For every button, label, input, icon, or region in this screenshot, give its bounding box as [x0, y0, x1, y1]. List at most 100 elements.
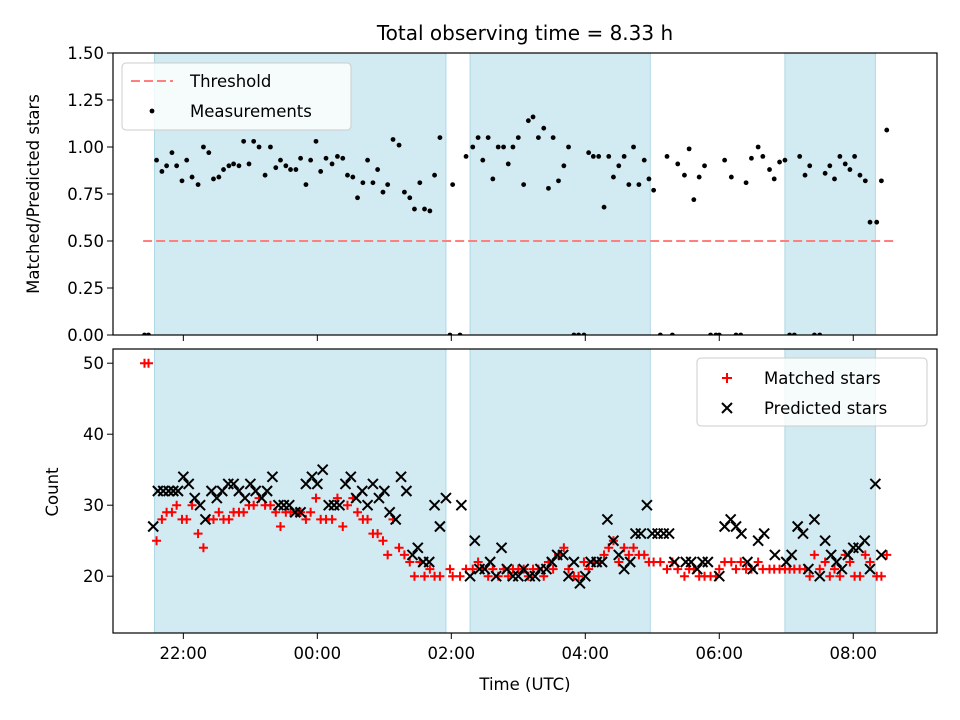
measurement-point — [631, 144, 636, 150]
predicted-point — [205, 485, 218, 497]
matched-point — [714, 564, 724, 574]
measurement-point — [174, 163, 180, 169]
y-tick-label: 1.00 — [67, 138, 104, 157]
xlabel: Time (UTC) — [478, 675, 570, 694]
measurement-point — [231, 161, 236, 167]
plot-area — [142, 114, 894, 335]
matched-point — [445, 564, 455, 574]
measurement-point — [201, 144, 206, 150]
matched-point — [239, 507, 249, 517]
predicted-point — [147, 520, 159, 533]
predicted-point — [361, 499, 374, 511]
matched-point — [679, 571, 689, 581]
predicted-point — [758, 527, 770, 540]
predicted-point — [546, 556, 558, 568]
matched-point — [574, 571, 584, 581]
matched-point — [327, 514, 337, 524]
measurement-point — [561, 163, 567, 169]
measurement-point — [691, 197, 697, 203]
matched-point — [855, 571, 865, 581]
predicted-point — [574, 577, 586, 590]
measurement-point — [385, 182, 391, 188]
matched-point — [182, 514, 192, 524]
predicted-point — [680, 556, 692, 568]
predicted-point — [512, 570, 525, 582]
predicted-point — [406, 549, 419, 561]
matched-point — [187, 500, 197, 510]
matched-point — [399, 550, 409, 560]
matched-point — [815, 564, 825, 574]
measurement-point — [797, 154, 803, 159]
matched-point — [731, 564, 741, 574]
measurement-point — [675, 161, 681, 167]
measurement-point — [852, 154, 857, 159]
measurement-point — [702, 163, 707, 169]
predicted-point — [266, 471, 279, 483]
predicted-point — [596, 556, 608, 568]
measurement-point — [313, 138, 319, 144]
measurement-point — [802, 172, 808, 178]
measurement-point — [437, 135, 443, 141]
measurement-point — [771, 176, 777, 182]
predicted-point — [356, 485, 368, 497]
predicted-point — [657, 527, 670, 540]
measurement-point — [412, 206, 417, 212]
predicted-point — [791, 520, 804, 533]
plot-area — [139, 358, 892, 590]
predicted-point — [875, 549, 888, 561]
matched-point — [265, 500, 275, 510]
matched-point — [152, 536, 162, 546]
measurement-point — [525, 118, 531, 124]
predicted-point — [199, 513, 212, 526]
matched-point — [167, 507, 177, 517]
measurement-point — [857, 172, 863, 178]
x-tick-label: 06:00 — [695, 644, 743, 663]
measurement-point — [350, 174, 356, 180]
predicted-point — [339, 478, 352, 490]
measurement-point — [189, 174, 195, 180]
measurement-point — [293, 167, 299, 172]
predicted-point — [735, 527, 748, 540]
measurement-point — [340, 155, 346, 161]
predicted-point — [724, 513, 737, 526]
measurement-point — [211, 176, 216, 182]
measurement-point — [318, 169, 324, 174]
measurement-point — [195, 182, 201, 188]
predicted-point — [858, 534, 871, 547]
matched-point — [420, 571, 430, 581]
measurement-point — [288, 167, 293, 172]
matched-point — [405, 557, 415, 567]
measurement-point — [777, 159, 782, 165]
measurement-point — [308, 157, 314, 163]
legend-measurement-label: Measurements — [190, 102, 312, 121]
measurement-point — [867, 219, 873, 225]
matched-point — [378, 536, 388, 546]
matched-point — [835, 571, 845, 581]
predicted-point — [378, 485, 391, 497]
predicted-point — [769, 549, 781, 561]
predicted-point — [713, 570, 725, 582]
measurement-point — [862, 178, 868, 184]
predicted-point — [464, 570, 476, 582]
predicted-point — [529, 570, 541, 582]
measurement-point — [878, 178, 884, 184]
matched-point — [548, 564, 558, 574]
matched-point — [845, 557, 855, 567]
measurement-point — [206, 150, 212, 156]
legend-predicted-label: Predicted stars — [764, 399, 887, 418]
measurement-point — [521, 182, 527, 188]
predicted-point — [227, 478, 240, 490]
predicted-point — [455, 499, 468, 511]
matched-point — [825, 571, 835, 581]
predicted-point — [797, 527, 809, 540]
measurement-point — [541, 125, 547, 131]
measurement-point — [241, 138, 247, 144]
measurement-point — [256, 144, 262, 150]
matched-point — [425, 564, 435, 574]
shaded-interval-0 — [154, 348, 447, 634]
predicted-point — [244, 478, 257, 490]
matched-point — [882, 550, 892, 560]
measurement-point — [463, 154, 469, 159]
predicted-point — [668, 556, 681, 568]
predicted-point — [412, 542, 424, 554]
